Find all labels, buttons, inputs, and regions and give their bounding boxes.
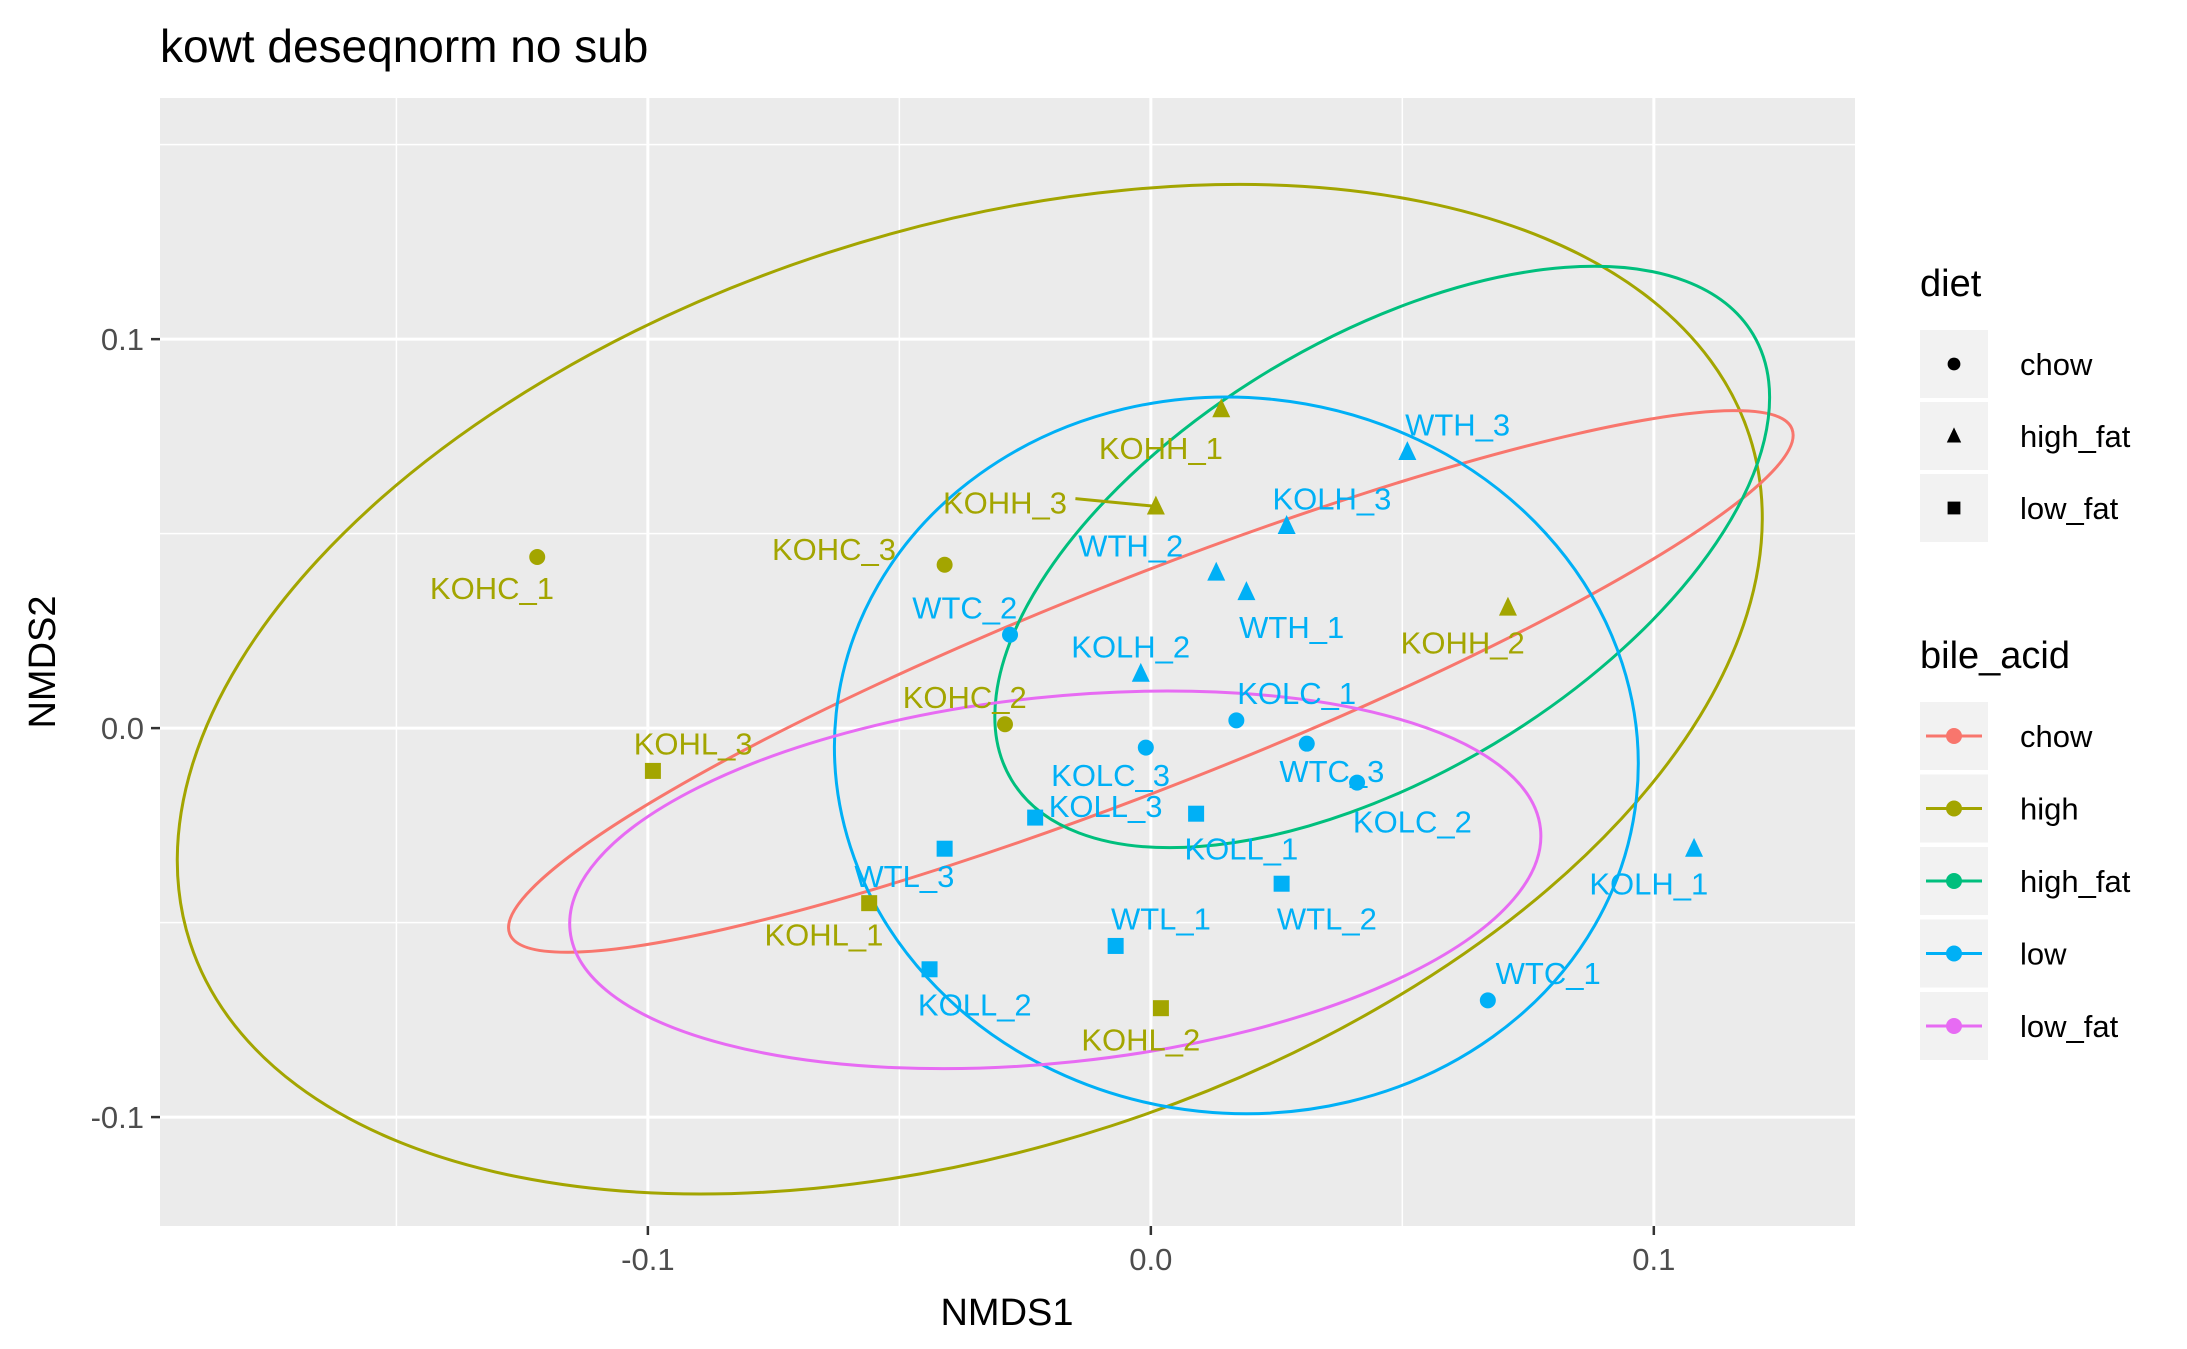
- point-wtl_2: [1273, 875, 1290, 892]
- point-label-wth_3: WTH_3: [1405, 408, 1510, 443]
- x-tick-label: 0.0: [1129, 1242, 1172, 1277]
- legend-key-point: [1946, 800, 1962, 817]
- point-labels: KOHC_1 KOHC_3 KOHC_2 KOHH_1 KOHH_3 KOHH_2 KOHL…: [430, 408, 1708, 1058]
- point-kohl_1: [861, 895, 878, 912]
- point-label-kohh_1: KOHH_1: [1099, 431, 1223, 466]
- legend-label-high_fat: high_fat: [2020, 864, 2131, 899]
- point-label-kolh_1: KOLH_1: [1589, 867, 1708, 902]
- point-kolh_2: [1131, 662, 1150, 682]
- data-points: [529, 398, 1704, 1017]
- point-wth_1: [1237, 581, 1256, 601]
- point-kohl_3: [644, 762, 661, 779]
- point-label-kolh_2: KOLH_2: [1071, 629, 1190, 664]
- legend-label-chow: chow: [2020, 347, 2093, 382]
- point-wth_2: [1207, 561, 1226, 581]
- y-axis-title: NMDS2: [22, 595, 64, 728]
- legend-label-high: high: [2020, 792, 2079, 827]
- point-wtc_1: [1479, 992, 1496, 1009]
- legend-label-low: low: [2020, 937, 2067, 972]
- point-label-kolc_3: KOLC_3: [1051, 758, 1170, 793]
- legend-label-low_fat: low_fat: [2020, 1009, 2119, 1044]
- point-koll_2: [921, 961, 938, 978]
- point-label-kohc_3: KOHC_3: [772, 532, 896, 567]
- point-label-wtc_2: WTC_2: [912, 591, 1017, 626]
- connector-kohh_3: [1075, 497, 1157, 508]
- legend-key-square: [1947, 501, 1961, 515]
- point-wtl_3: [936, 840, 953, 857]
- x-tick-label: -0.1: [621, 1242, 674, 1277]
- point-label-wtc_3: WTC_3: [1279, 754, 1384, 789]
- point-kolh_3: [1277, 515, 1296, 534]
- point-kohc_2: [996, 716, 1013, 733]
- legend-key-point: [1946, 873, 1962, 889]
- point-kolc_1: [1228, 712, 1245, 729]
- point-label-wth_2: WTH_2: [1078, 528, 1183, 563]
- point-label-kohc_1: KOHC_1: [430, 571, 554, 606]
- point-label-wtl_3: WTL_3: [854, 859, 954, 894]
- ellipse-chow: [507, 409, 1795, 954]
- y-tick-label: 0.0: [101, 711, 144, 746]
- y-tick-label: 0.1: [101, 322, 144, 357]
- legend-key-point: [1946, 728, 1962, 744]
- legend-key-point: [1946, 945, 1962, 962]
- point-label-koll_2: KOLL_2: [918, 987, 1032, 1022]
- point-label-wtl_1: WTL_1: [1111, 902, 1211, 937]
- point-kolh_1: [1685, 837, 1704, 857]
- point-label-kolc_1: KOLC_1: [1237, 676, 1356, 711]
- x-axis-title: NMDS1: [940, 1292, 1073, 1334]
- point-kolc_2: [1349, 774, 1366, 791]
- point-kohh_1: [1212, 398, 1231, 418]
- legend-key-circle: [1947, 357, 1961, 371]
- chart-title: kowt deseqnorm no sub: [160, 20, 648, 72]
- point-kolc_3: [1137, 739, 1154, 756]
- ellipse-high_fat: [993, 264, 1772, 850]
- point-kohc_1: [529, 548, 546, 565]
- plot-panel: [160, 98, 1855, 1226]
- point-label-kohl_2: KOHL_2: [1081, 1022, 1200, 1057]
- point-wth_3: [1398, 441, 1417, 461]
- legend-label-high_fat: high_fat: [2020, 419, 2131, 454]
- point-kohl_2: [1152, 1000, 1169, 1017]
- legend-title-diet: diet: [1920, 263, 1982, 305]
- point-label-wtc_1: WTC_1: [1496, 956, 1601, 991]
- confidence-ellipses: [175, 183, 1795, 1196]
- x-tick-label: 0.1: [1632, 1242, 1675, 1277]
- point-kohh_3: [1146, 495, 1165, 515]
- point-label-kohh_2: KOHH_2: [1401, 626, 1525, 661]
- point-label-kohc_2: KOHC_2: [903, 680, 1027, 715]
- point-label-kohh_3: KOHH_3: [943, 486, 1067, 521]
- point-label-kolh_3: KOLH_3: [1272, 482, 1391, 517]
- point-label-kohl_1: KOHL_1: [764, 917, 883, 952]
- point-wtc_3: [1298, 735, 1315, 752]
- legend-label-chow: chow: [2020, 719, 2093, 754]
- point-koll_3: [1027, 809, 1044, 826]
- legend: dietchowhigh_fatlow_fatbile_acidchowhigh…: [1920, 263, 2131, 1060]
- legend-title-bile-acid: bile_acid: [1920, 635, 2070, 677]
- y-tick-label: -0.1: [91, 1100, 144, 1135]
- point-koll_1: [1188, 805, 1205, 822]
- point-wtc_2: [1002, 626, 1019, 643]
- axes: -0.1 0.0 0.1 0.1 0.0 -0.1: [91, 322, 1676, 1277]
- point-label-kolc_2: KOLC_2: [1353, 804, 1472, 839]
- point-kohh_2: [1498, 596, 1517, 616]
- legend-label-low_fat: low_fat: [2020, 491, 2119, 526]
- point-kohc_3: [936, 556, 953, 573]
- point-label-koll_1: KOLL_1: [1184, 832, 1298, 867]
- legend-key-triangle: [1946, 427, 1962, 443]
- ellipse-low_fat: [568, 689, 1543, 1071]
- point-label-kohl_3: KOHL_3: [634, 727, 753, 762]
- point-label-wtl_2: WTL_2: [1277, 902, 1377, 937]
- label-connectors: [1075, 497, 1157, 508]
- ellipse-low: [832, 395, 1640, 1116]
- point-label-koll_3: KOLL_3: [1049, 789, 1163, 824]
- legend-key-point: [1946, 1018, 1962, 1034]
- ellipse-high: [175, 183, 1764, 1196]
- point-wtl_1: [1107, 937, 1124, 954]
- point-label-wth_1: WTH_1: [1239, 610, 1344, 645]
